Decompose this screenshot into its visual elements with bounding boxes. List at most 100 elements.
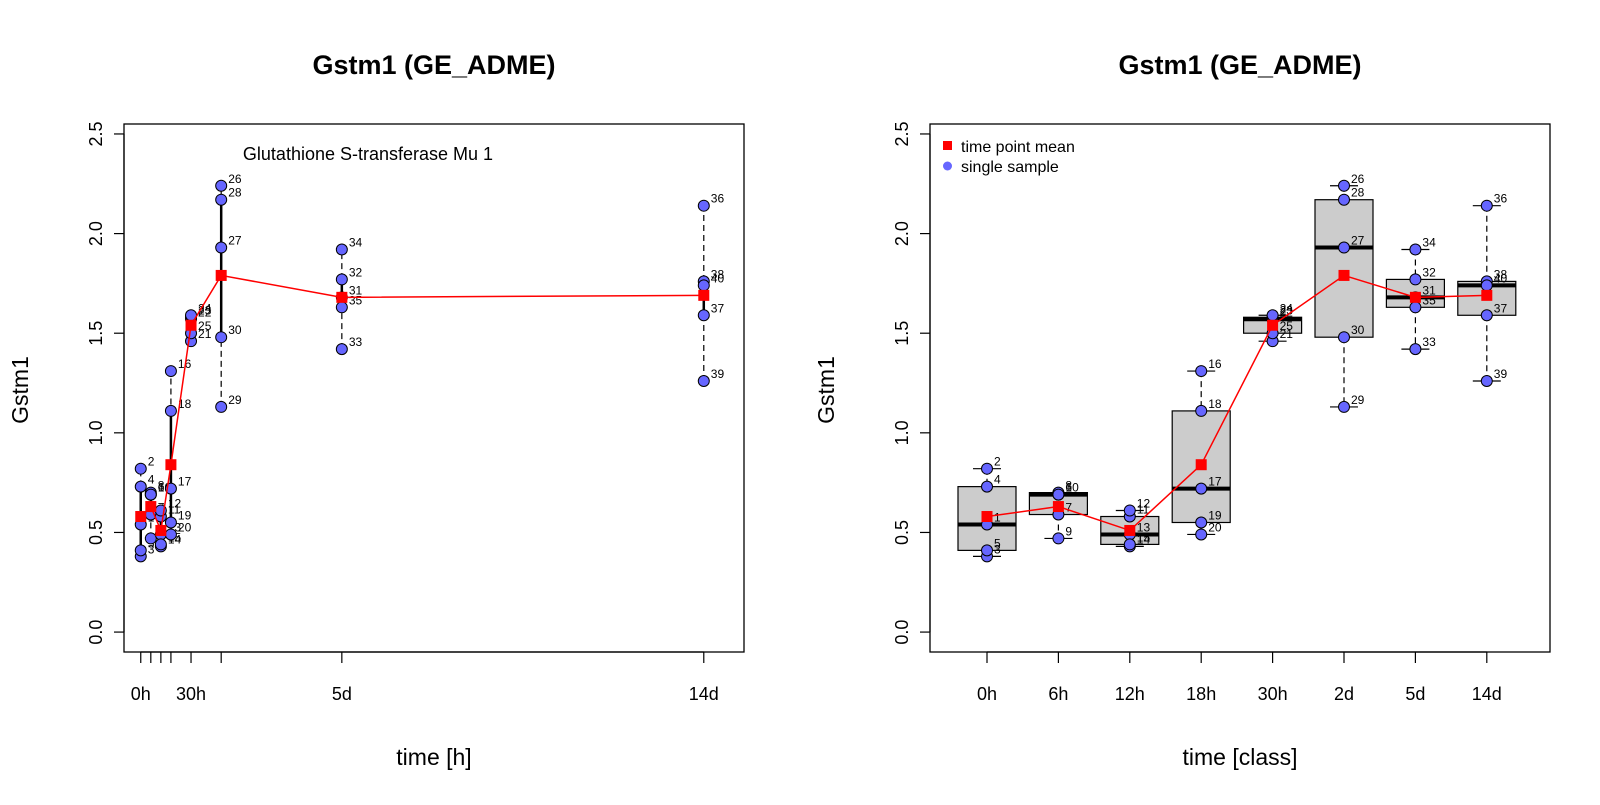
y-tick-label: 0.0 [86, 620, 106, 645]
sample-label: 38 [1494, 267, 1508, 281]
mean-line [986, 274, 1487, 532]
sample-label: 19 [1208, 508, 1222, 522]
sample-label: 40 [1494, 271, 1508, 285]
sample-label: 30 [228, 323, 242, 337]
sample-point [154, 538, 167, 551]
left-plot-marks: 1234567891011121314151617181920212223242… [134, 172, 725, 563]
sample-label: 26 [228, 172, 242, 186]
sample-label: 20 [178, 520, 192, 534]
mean-marker [1338, 269, 1350, 281]
y-tick-label: 2.0 [86, 221, 106, 246]
sample-label: 39 [711, 367, 725, 381]
sample-label: 6 [1065, 481, 1072, 495]
sample-label: 40 [711, 271, 725, 285]
y-tick-label: 1.0 [86, 420, 106, 445]
left-x-axis: 0h 30h 5d 14d [131, 651, 719, 704]
y-tick-label: 0.0 [892, 620, 912, 645]
sample-point [164, 404, 177, 417]
sample-label: 31 [1422, 283, 1436, 297]
sample-point [1409, 301, 1422, 314]
y-tick-label: 0.5 [892, 520, 912, 545]
mean-marker [185, 319, 197, 331]
sample-label: 27 [1351, 234, 1365, 248]
sample-point [1052, 488, 1065, 501]
sample-point [1266, 309, 1279, 322]
sample-label: 24 [1280, 301, 1294, 315]
x-tick-label: 30h [1258, 684, 1288, 704]
sample-point [1480, 279, 1493, 292]
sample-label: 6 [158, 481, 165, 495]
sample-point [134, 544, 147, 557]
legend-mean-swatch [943, 141, 952, 150]
left-chart-subtitle: Glutathione S-transferase Mu 1 [243, 144, 493, 164]
sample-point [697, 199, 710, 212]
mean-marker [165, 459, 177, 471]
sample-label: 33 [1422, 335, 1436, 349]
sample-point [1409, 273, 1422, 286]
mean-marker [1124, 524, 1136, 536]
sample-point [1123, 538, 1136, 551]
mean-marker [1195, 459, 1207, 471]
sample-label: 37 [711, 301, 725, 315]
sample-label: 18 [178, 397, 192, 411]
sample-point [215, 193, 228, 206]
x-tick-label: 18h [1186, 684, 1216, 704]
x-tick-label: 5d [1405, 684, 1425, 704]
mean-marker [145, 501, 157, 513]
sample-label: 11 [1137, 503, 1150, 517]
x-tick-label: 0h [977, 684, 997, 704]
sample-point [335, 343, 348, 356]
mean-marker [1481, 289, 1493, 301]
sample-label: 21 [198, 327, 212, 341]
y-tick-label: 2.5 [892, 121, 912, 146]
sample-label: 34 [349, 236, 363, 250]
sample-label: 8 [1065, 479, 1072, 493]
sample-point [697, 279, 710, 292]
sample-label: 2 [994, 455, 1001, 469]
sample-label: 17 [178, 475, 192, 489]
sample-point [1480, 199, 1493, 212]
left-x-axis-label: time [h] [396, 744, 471, 770]
sample-point [1480, 309, 1493, 322]
legend-entry-sample: single sample [961, 159, 1059, 176]
sample-label: 2 [148, 455, 155, 469]
sample-label: 20 [1208, 520, 1222, 534]
right-y-axis: 0.0 0.5 1.0 1.5 2.0 2.5 [892, 121, 931, 645]
sample-label: 29 [1351, 393, 1365, 407]
y-tick-label: 1.0 [892, 420, 912, 445]
sample-label: 34 [1422, 236, 1436, 250]
x-tick-label: 2d [1334, 684, 1354, 704]
sample-label: 35 [349, 293, 363, 307]
sample-point [1338, 241, 1350, 254]
sample-label: 10 [1065, 481, 1079, 495]
sample-point [134, 480, 147, 493]
x-tick-label: 5d [332, 684, 352, 704]
sample-label: 25 [198, 319, 212, 333]
left-y-axis: 0.0 0.5 1.0 1.5 2.0 2.5 [86, 121, 125, 645]
sample-label: 5 [994, 536, 1001, 550]
sample-point [1480, 375, 1493, 388]
sample-point [144, 488, 157, 501]
sample-point [1195, 528, 1208, 541]
x-tick-label: 12h [1115, 684, 1145, 704]
sample-point [335, 301, 348, 314]
mean-marker [698, 289, 710, 301]
sample-point [1195, 516, 1208, 529]
sample-label: 8 [158, 479, 165, 493]
sample-label: 9 [1065, 524, 1072, 538]
left-chart-title: Gstm1 (GE_ADME) [312, 50, 555, 80]
sample-label: 35 [1422, 293, 1436, 307]
y-tick-label: 2.5 [86, 121, 106, 146]
sample-point [164, 365, 177, 378]
sample-point [215, 400, 228, 413]
sample-point [1409, 343, 1422, 356]
sample-point [697, 375, 710, 388]
mean-marker [155, 524, 167, 536]
sample-label: 26 [1351, 172, 1365, 186]
sample-point [981, 544, 993, 557]
right-y-axis-label: Gstm1 [813, 356, 839, 424]
sample-label: 12 [1137, 497, 1151, 511]
legend-entry-mean: time point mean [961, 139, 1075, 156]
sample-label: 36 [711, 192, 725, 206]
